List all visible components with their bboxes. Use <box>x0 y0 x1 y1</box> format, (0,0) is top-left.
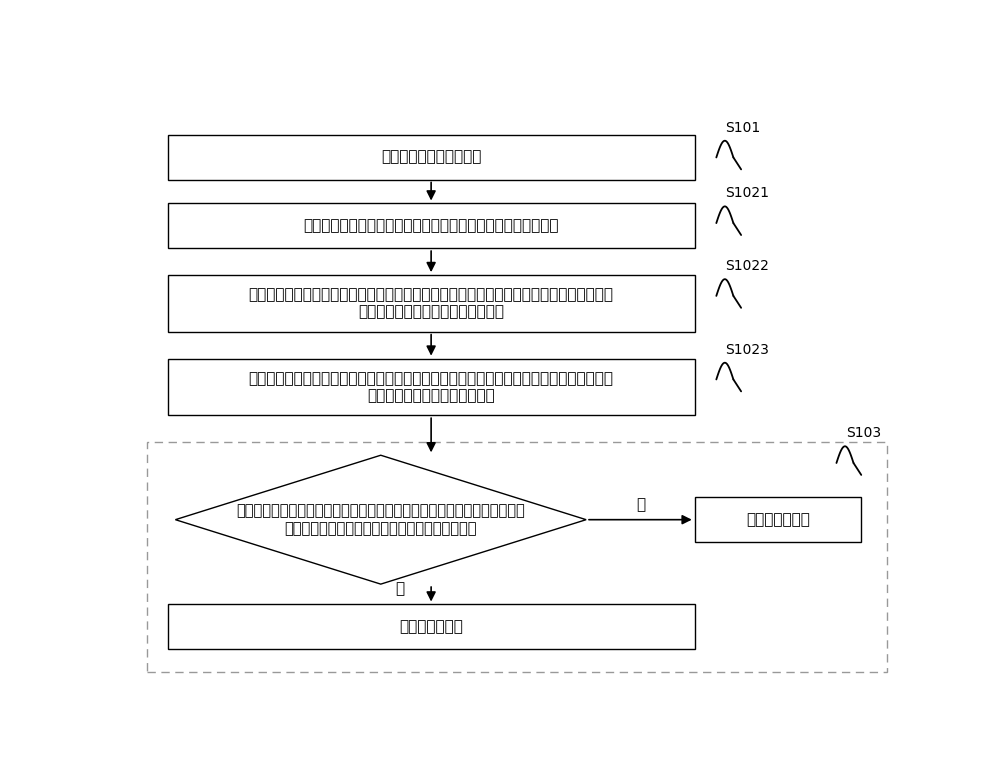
Text: S1022: S1022 <box>726 259 770 274</box>
Bar <box>168 275 695 332</box>
Text: 获取所述发动机当前转速: 获取所述发动机当前转速 <box>381 150 481 164</box>
Bar <box>168 135 695 180</box>
Bar <box>695 497 861 542</box>
Text: 否: 否 <box>636 498 645 512</box>
Bar <box>168 359 695 415</box>
Bar <box>168 604 695 649</box>
Text: 根据所述左转向灯、右转向灯、远光灯和近光灯的状态数字信号确定所述左转向灯、右转向
灯、远光灯和近光灯的工作状态: 根据所述左转向灯、右转向灯、远光灯和近光灯的状态数字信号确定所述左转向灯、右转向… <box>249 370 614 403</box>
Text: 关闭所述日行灯: 关闭所述日行灯 <box>746 512 810 527</box>
Text: S101: S101 <box>726 121 761 135</box>
Bar <box>168 203 695 248</box>
Text: 是: 是 <box>396 580 405 596</box>
Text: S1021: S1021 <box>726 187 770 201</box>
Text: S103: S103 <box>846 426 881 440</box>
Text: 接收所述左转向灯、右转向灯、远光灯和近光灯的状态模拟信号: 接收所述左转向灯、右转向灯、远光灯和近光灯的状态模拟信号 <box>303 219 559 233</box>
Text: 根据所述发动机当前转速、所述左转向灯、右转向灯、远光灯和近光灯的工
作状态判断所述机动车辆是否满足日行灯开启条件: 根据所述发动机当前转速、所述左转向灯、右转向灯、远光灯和近光灯的工 作状态判断所… <box>236 504 525 536</box>
Text: 开启所述日行灯: 开启所述日行灯 <box>399 619 463 634</box>
Polygon shape <box>175 455 586 584</box>
Text: 将所述左转向灯、右转向灯、远光灯和近光灯的状态模拟信号转换为所述左转向灯、右转向
灯、远光灯和近光灯的状态数字信号: 将所述左转向灯、右转向灯、远光灯和近光灯的状态模拟信号转换为所述左转向灯、右转向… <box>249 288 614 319</box>
Bar <box>147 442 887 672</box>
Text: S1023: S1023 <box>726 343 770 356</box>
